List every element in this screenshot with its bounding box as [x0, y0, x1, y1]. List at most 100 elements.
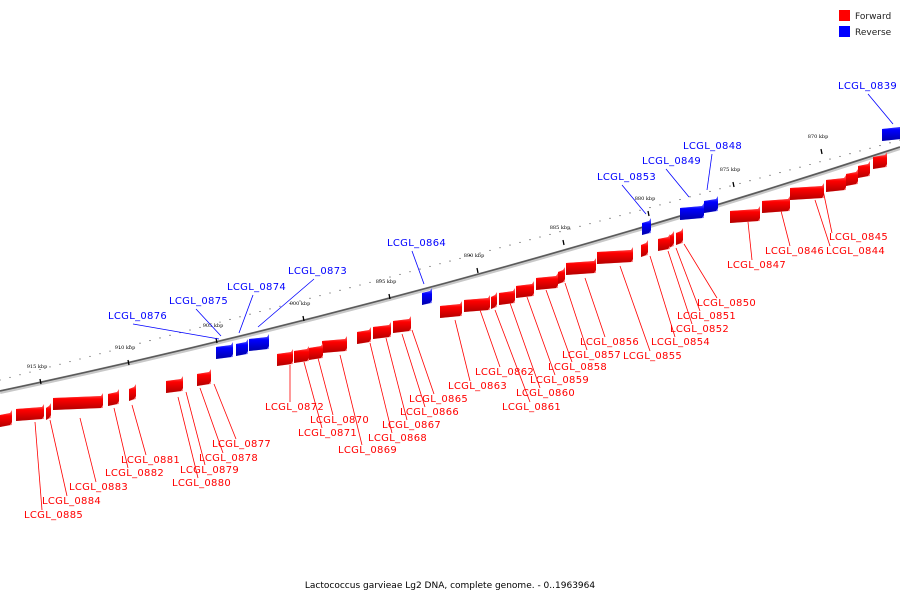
- reverse-gene-label-lcgl-0874[interactable]: LCGL_0874: [227, 282, 286, 293]
- reverse-gene-block[interactable]: [680, 203, 704, 220]
- forward-gene-block[interactable]: [858, 161, 870, 178]
- reverse-gene-label-lcgl-0875[interactable]: LCGL_0875: [169, 296, 228, 307]
- forward-gene-block[interactable]: [762, 196, 790, 213]
- forward-gene-block[interactable]: [597, 247, 633, 264]
- reverse-gene-label-lcgl-0839[interactable]: LCGL_0839: [838, 81, 897, 92]
- forward-gene-label-lcgl-0879[interactable]: LCGL_0879: [180, 465, 239, 476]
- gene-body: [676, 228, 683, 245]
- forward-gene-block[interactable]: [108, 389, 119, 406]
- forward-gene-block[interactable]: [846, 169, 858, 186]
- forward-gene-label-lcgl-0868[interactable]: LCGL_0868: [368, 433, 427, 444]
- forward-gene-block[interactable]: [873, 152, 887, 169]
- forward-gene-block[interactable]: [46, 403, 51, 420]
- forward-gene-block[interactable]: [516, 281, 534, 298]
- forward-gene-label-lcgl-0870[interactable]: LCGL_0870: [310, 415, 369, 426]
- reverse-gene-block[interactable]: [642, 218, 651, 235]
- forward-gene-block[interactable]: [669, 231, 674, 248]
- reverse-gene-label-lcgl-0876[interactable]: LCGL_0876: [108, 311, 167, 322]
- forward-gene-block[interactable]: [491, 292, 497, 309]
- forward-gene-block[interactable]: [658, 234, 670, 251]
- forward-gene-label-lcgl-0878[interactable]: LCGL_0878: [199, 453, 258, 464]
- connector-lcgl-0874: [238, 294, 254, 334]
- forward-gene-label-lcgl-0854[interactable]: LCGL_0854: [651, 337, 710, 348]
- reverse-gene-label-lcgl-0873[interactable]: LCGL_0873: [288, 266, 347, 277]
- forward-gene-label-lcgl-0869[interactable]: LCGL_0869: [338, 445, 397, 456]
- scale-minor-dot: [799, 166, 801, 168]
- forward-gene-label-lcgl-0883[interactable]: LCGL_0883: [69, 482, 128, 493]
- forward-gene-label-lcgl-0844[interactable]: LCGL_0844: [826, 246, 885, 257]
- scale-minor-dot: [879, 145, 881, 147]
- forward-gene-label-lcgl-0884[interactable]: LCGL_0884: [42, 496, 101, 507]
- forward-gene-block[interactable]: [499, 288, 515, 305]
- forward-gene-label-lcgl-0861[interactable]: LCGL_0861: [502, 402, 561, 413]
- forward-gene-block[interactable]: [166, 376, 183, 393]
- forward-gene-label-lcgl-0866[interactable]: LCGL_0866: [400, 407, 459, 418]
- tick-mark: [127, 359, 130, 366]
- forward-gene-block[interactable]: [440, 301, 462, 318]
- reverse-gene-block[interactable]: [216, 342, 233, 359]
- tick-label: 880 kbp: [635, 196, 656, 202]
- forward-gene-label-lcgl-0850[interactable]: LCGL_0850: [697, 298, 756, 309]
- reverse-gene-label-lcgl-0848[interactable]: LCGL_0848: [683, 141, 742, 152]
- forward-gene-block[interactable]: [0, 410, 12, 427]
- forward-gene-label-lcgl-0865[interactable]: LCGL_0865: [409, 394, 468, 405]
- connector-lcgl-0854: [649, 255, 676, 338]
- reverse-gene-block[interactable]: [249, 334, 269, 351]
- forward-gene-label-lcgl-0885[interactable]: LCGL_0885: [24, 510, 83, 521]
- forward-gene-block[interactable]: [558, 267, 565, 284]
- scale-minor-dot: [119, 347, 121, 350]
- forward-gene-label-lcgl-0857[interactable]: LCGL_0857: [562, 350, 621, 361]
- forward-gene-label-lcgl-0858[interactable]: LCGL_0858: [548, 362, 607, 373]
- forward-gene-label-lcgl-0846[interactable]: LCGL_0846: [765, 246, 824, 257]
- forward-gene-label-lcgl-0860[interactable]: LCGL_0860: [516, 388, 575, 399]
- forward-gene-block[interactable]: [357, 327, 371, 344]
- forward-gene-block[interactable]: [16, 404, 44, 421]
- reverse-gene-block[interactable]: [422, 288, 432, 305]
- reverse-gene-label-lcgl-0864[interactable]: LCGL_0864: [387, 238, 446, 249]
- forward-gene-block[interactable]: [393, 316, 411, 333]
- forward-gene-block[interactable]: [566, 258, 596, 275]
- forward-gene-block[interactable]: [129, 384, 136, 401]
- forward-gene-block[interactable]: [790, 183, 824, 200]
- forward-gene-label-lcgl-0881[interactable]: LCGL_0881: [121, 455, 180, 466]
- forward-gene-label-lcgl-0872[interactable]: LCGL_0872: [265, 402, 324, 413]
- forward-gene-block[interactable]: [373, 322, 391, 339]
- scale-minor-dot: [309, 297, 311, 299]
- forward-gene-block[interactable]: [676, 228, 683, 245]
- reverse-gene-block[interactable]: [704, 196, 718, 213]
- forward-gene-block[interactable]: [536, 273, 558, 290]
- reverse-gene-label-lcgl-0849[interactable]: LCGL_0849: [642, 156, 701, 167]
- forward-gene-label-lcgl-0862[interactable]: LCGL_0862: [475, 367, 534, 378]
- forward-gene-block[interactable]: [197, 369, 211, 386]
- gene-body: [277, 349, 293, 366]
- reverse-gene-label-lcgl-0853[interactable]: LCGL_0853: [597, 172, 656, 183]
- gene-labels: LCGL_0844 LCGL_0845 LCGL_0846 LCGL_0847 LCGL…: [24, 81, 897, 521]
- forward-gene-label-lcgl-0856[interactable]: LCGL_0856: [580, 337, 639, 348]
- forward-gene-block[interactable]: [322, 336, 347, 353]
- forward-gene-label-lcgl-0882[interactable]: LCGL_0882: [105, 468, 164, 479]
- forward-gene-label-lcgl-0847[interactable]: LCGL_0847: [727, 260, 786, 271]
- forward-gene-label-lcgl-0855[interactable]: LCGL_0855: [623, 351, 682, 362]
- forward-gene-block[interactable]: [294, 346, 309, 363]
- forward-gene-block[interactable]: [53, 393, 103, 410]
- forward-gene-label-lcgl-0871[interactable]: LCGL_0871: [298, 428, 357, 439]
- scale-minor-dot: [619, 215, 621, 217]
- reverse-gene-block[interactable]: [882, 124, 900, 141]
- forward-gene-label-lcgl-0845[interactable]: LCGL_0845: [829, 232, 888, 243]
- forward-gene-label-lcgl-0859[interactable]: LCGL_0859: [530, 375, 589, 386]
- forward-gene-block[interactable]: [826, 175, 846, 192]
- forward-gene-block[interactable]: [641, 240, 648, 257]
- forward-gene-label-lcgl-0880[interactable]: LCGL_0880: [172, 478, 231, 489]
- scale-ticks: 870 kbp 875 kbp 880 kbp 885 kbp 890 kbp 895 k…: [0, 134, 900, 385]
- forward-gene-label-lcgl-0877[interactable]: LCGL_0877: [212, 439, 271, 450]
- scale-minor-dot: [59, 363, 61, 365]
- forward-gene-label-lcgl-0851[interactable]: LCGL_0851: [677, 311, 736, 322]
- forward-gene-block[interactable]: [309, 343, 323, 360]
- forward-gene-block[interactable]: [730, 206, 760, 223]
- forward-gene-label-lcgl-0863[interactable]: LCGL_0863: [448, 381, 507, 392]
- forward-gene-block[interactable]: [464, 295, 490, 312]
- forward-gene-block[interactable]: [277, 349, 293, 366]
- forward-gene-label-lcgl-0867[interactable]: LCGL_0867: [382, 420, 441, 431]
- forward-gene-label-lcgl-0852[interactable]: LCGL_0852: [670, 324, 729, 335]
- reverse-gene-block[interactable]: [236, 339, 248, 356]
